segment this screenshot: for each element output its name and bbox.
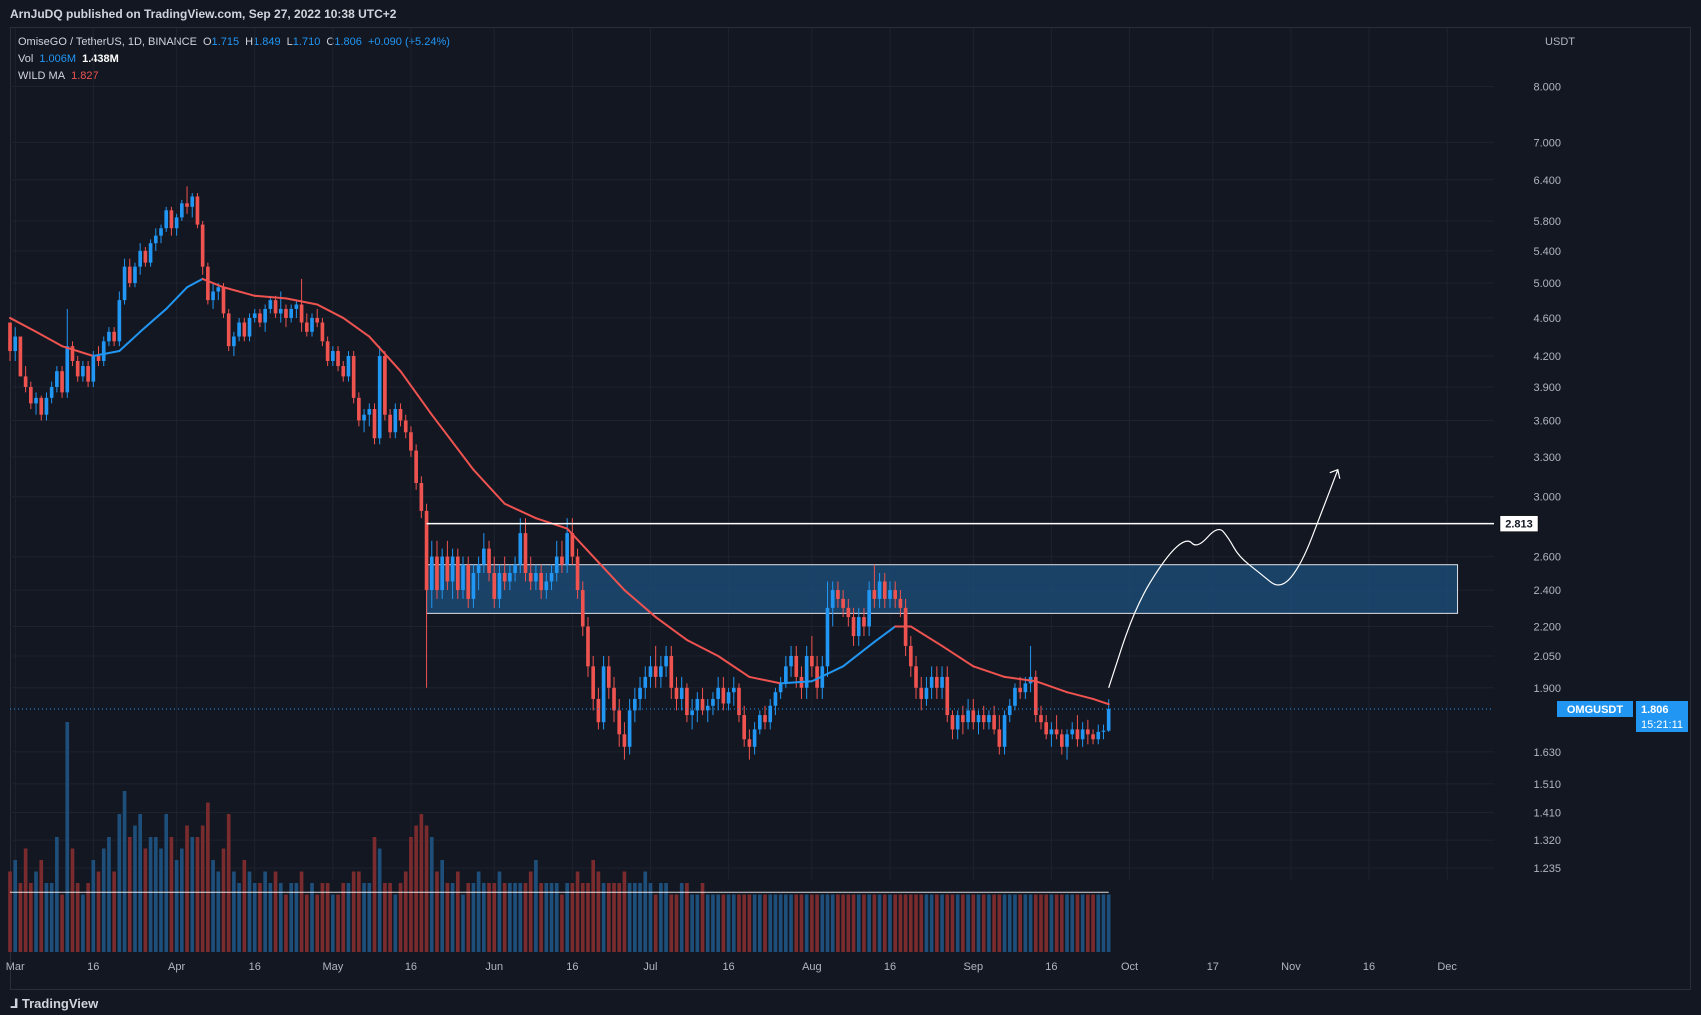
symbol-title[interactable]: OmiseGO / TetherUS, 1D, BINANCE (18, 36, 197, 48)
low-value: 1.710 (292, 36, 321, 48)
chart-legend: OmiseGO / TetherUS, 1D, BINANCE O1.715 H… (18, 34, 453, 85)
close-label: C (326, 36, 335, 48)
chart-frame (10, 27, 1691, 990)
ma-label: WILD MA (18, 70, 66, 82)
volume-legend-row[interactable]: Vol 1.006M 1.438M (18, 51, 453, 68)
open-value: 1.715 (211, 36, 240, 48)
close-value: 1.806 (334, 36, 362, 48)
volume-ma-value: 1.438M (82, 53, 119, 65)
open-label: O (202, 36, 212, 48)
high-value: 1.849 (253, 36, 281, 48)
high-label: H (245, 36, 254, 48)
ma-legend-row[interactable]: WILD MA 1.827 (18, 68, 453, 85)
tradingview-logo[interactable]: ⅃ TradingView (10, 996, 99, 1011)
ma-value: 1.827 (71, 70, 99, 82)
symbol-row[interactable]: OmiseGO / TetherUS, 1D, BINANCE O1.715 H… (18, 34, 453, 51)
publish-header: ArnJuDQ published on TradingView.com, Se… (0, 0, 1701, 26)
footer: ⅃ TradingView (10, 990, 1691, 1015)
publish-info: ArnJuDQ published on TradingView.com, Se… (10, 7, 397, 21)
volume-value: 1.006M (39, 53, 77, 65)
change-value: +0.090 (+5.24%) (367, 36, 450, 48)
low-label: L (286, 36, 293, 48)
volume-label: Vol (18, 53, 34, 65)
